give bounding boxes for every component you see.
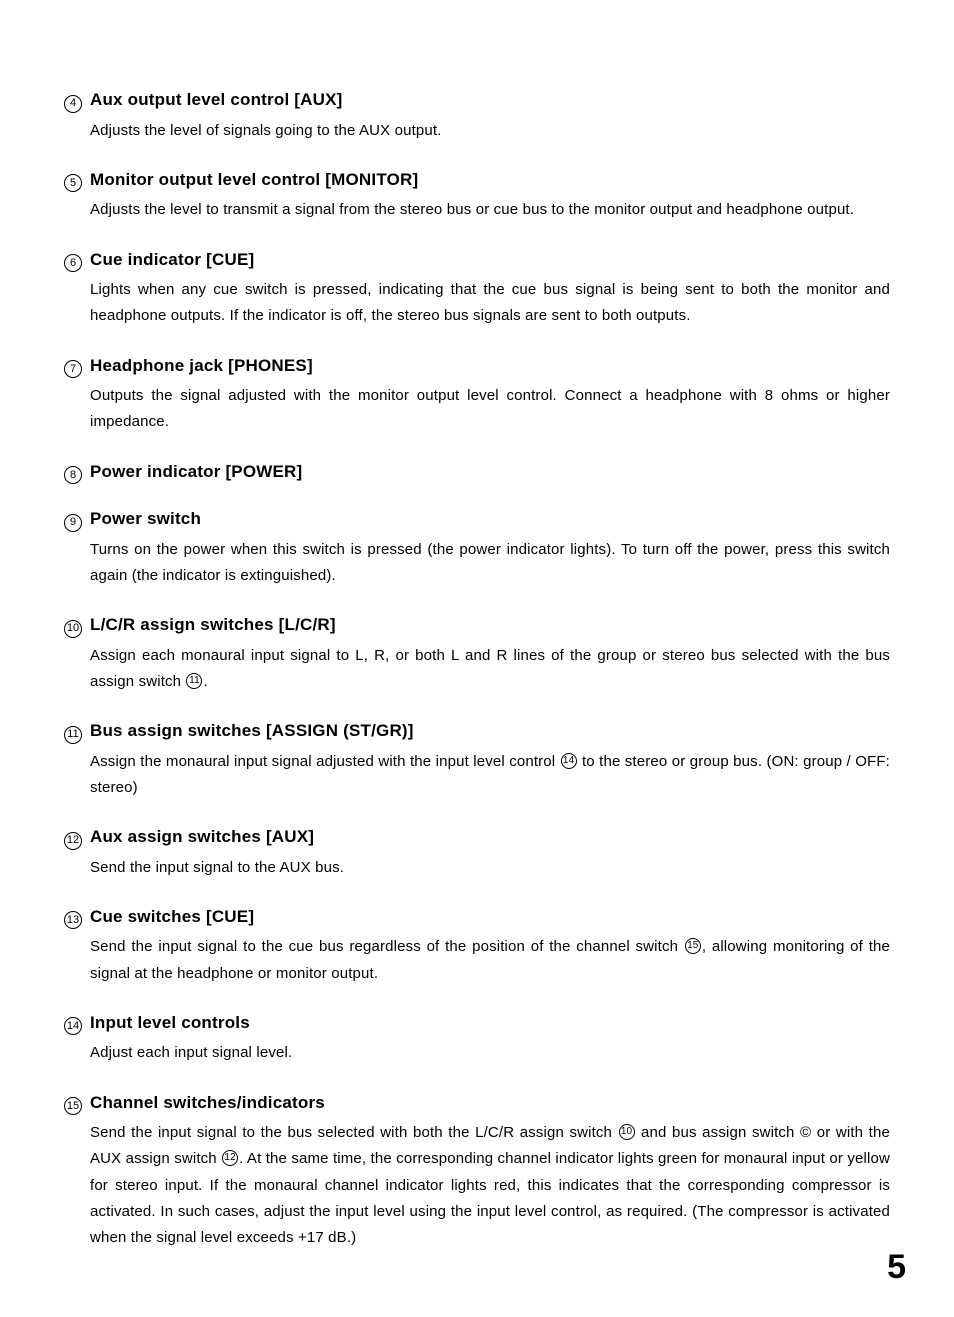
item-description: Outputs the signal adjusted with the mon… (90, 383, 890, 436)
circled-number-icon: 7 (64, 360, 82, 378)
manual-page: 4 Aux output level control [AUX] Adjusts t… (0, 0, 954, 1317)
circled-number-icon: 12 (64, 832, 82, 850)
circled-number-icon: 5 (64, 174, 82, 192)
item-header: 4 Aux output level control [AUX] (64, 90, 890, 112)
manual-item: 10 L/C/R assign switches [L/C/R] Assign ea… (64, 615, 890, 695)
manual-item: 15 Channel switches/indicators Send the in… (64, 1093, 890, 1252)
manual-item: 7 Headphone jack [PHONES] Outputs the sign… (64, 356, 890, 436)
item-header: 15 Channel switches/indicators (64, 1093, 890, 1115)
manual-item: 6 Cue indicator [CUE] Lights when any cue … (64, 250, 890, 330)
item-title: Monitor output level control [MONITOR] (90, 170, 418, 190)
item-title: Bus assign switches [ASSIGN (ST/GR)] (90, 721, 414, 741)
item-description: Turns on the power when this switch is p… (90, 537, 890, 590)
manual-item: 9 Power switch Turns on the power when thi… (64, 509, 890, 589)
item-title: L/C/R assign switches [L/C/R] (90, 615, 336, 635)
item-description: Adjusts the level to transmit a signal f… (90, 197, 890, 223)
item-header: 7 Headphone jack [PHONES] (64, 356, 890, 378)
item-header: 6 Cue indicator [CUE] (64, 250, 890, 272)
circled-number-icon: 13 (64, 911, 82, 929)
circled-number-ref-icon: 11 (186, 673, 202, 689)
circled-number-ref-icon: 14 (561, 753, 577, 769)
item-title: Cue indicator [CUE] (90, 250, 254, 270)
item-header: 14 Input level controls (64, 1013, 890, 1035)
item-title: Headphone jack [PHONES] (90, 356, 313, 376)
circled-number-icon: 15 (64, 1097, 82, 1115)
circled-number-icon: 4 (64, 95, 82, 113)
item-description: Send the input signal to the bus selecte… (90, 1120, 890, 1251)
item-description: Assign the monaural input signal adjuste… (90, 749, 890, 802)
manual-item: 4 Aux output level control [AUX] Adjusts t… (64, 90, 890, 144)
item-title: Aux output level control [AUX] (90, 90, 343, 110)
manual-item: 8 Power indicator [POWER] (64, 462, 890, 484)
manual-item: 14 Input level controls Adjust each input … (64, 1013, 890, 1067)
item-title: Cue switches [CUE] (90, 907, 254, 927)
item-description: Assign each monaural input signal to L, … (90, 643, 890, 696)
item-header: 13 Cue switches [CUE] (64, 907, 890, 929)
circled-number-icon: 14 (64, 1017, 82, 1035)
item-header: 8 Power indicator [POWER] (64, 462, 890, 484)
circled-number-icon: 8 (64, 466, 82, 484)
circled-number-icon: 10 (64, 620, 82, 638)
item-description: Adjust each input signal level. (90, 1040, 890, 1066)
item-description: Send the input signal to the cue bus reg… (90, 934, 890, 987)
circled-number-icon: 9 (64, 514, 82, 532)
circled-number-ref-icon: 15 (685, 938, 701, 954)
manual-item: 13 Cue switches [CUE] Send the input signa… (64, 907, 890, 987)
circled-number-ref-icon: 10 (619, 1124, 635, 1140)
circled-number-ref-icon: 12 (222, 1150, 238, 1166)
manual-item: 5 Monitor output level control [MONITOR] A… (64, 170, 890, 224)
item-header: 12 Aux assign switches [AUX] (64, 827, 890, 849)
item-header: 11 Bus assign switches [ASSIGN (ST/GR)] (64, 721, 890, 743)
item-header: 10 L/C/R assign switches [L/C/R] (64, 615, 890, 637)
item-title: Power indicator [POWER] (90, 462, 302, 482)
item-title: Channel switches/indicators (90, 1093, 325, 1113)
item-title: Input level controls (90, 1013, 250, 1033)
page-number: 5 (887, 1248, 906, 1287)
item-description: Adjusts the level of signals going to th… (90, 118, 890, 144)
circled-number-icon: 11 (64, 726, 82, 744)
items-list: 4 Aux output level control [AUX] Adjusts t… (64, 90, 890, 1251)
item-header: 5 Monitor output level control [MONITOR] (64, 170, 890, 192)
item-header: 9 Power switch (64, 509, 890, 531)
item-title: Aux assign switches [AUX] (90, 827, 314, 847)
item-description: Lights when any cue switch is pressed, i… (90, 277, 890, 330)
manual-item: 12 Aux assign switches [AUX] Send the inpu… (64, 827, 890, 881)
manual-item: 11 Bus assign switches [ASSIGN (ST/GR)] As… (64, 721, 890, 801)
item-description: Send the input signal to the AUX bus. (90, 855, 890, 881)
item-title: Power switch (90, 509, 201, 529)
circled-number-icon: 6 (64, 254, 82, 272)
